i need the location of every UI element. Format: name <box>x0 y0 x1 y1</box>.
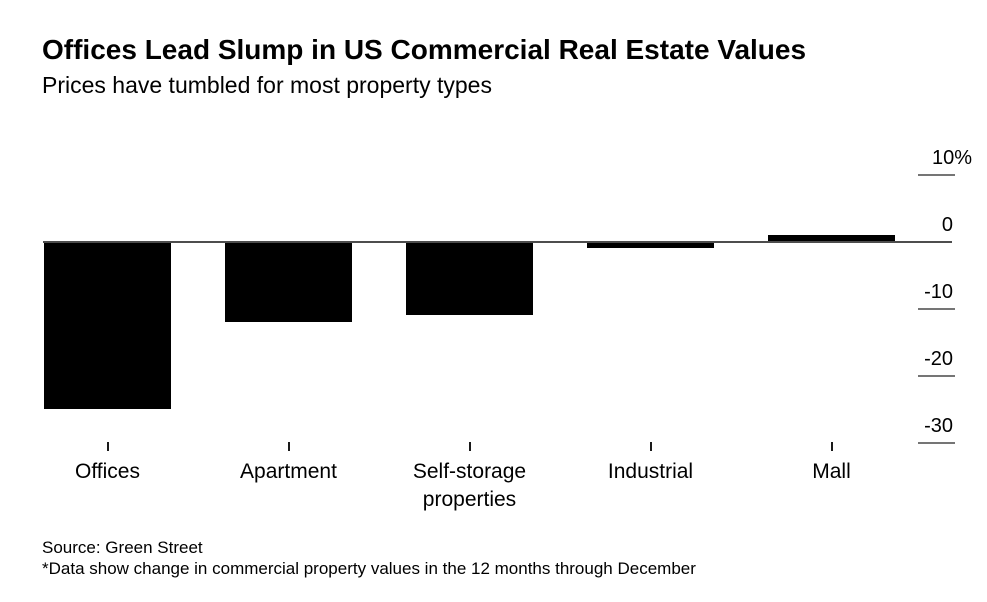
chart-subtitle: Prices have tumbled for most property ty… <box>42 72 492 98</box>
bar-industrial <box>587 241 714 249</box>
x-axis-tick-self-storage-properties <box>468 442 471 451</box>
source-note: Source: Green Street <box>42 538 203 557</box>
x-axis-tick-offices <box>106 442 109 451</box>
bar-self-storage-properties <box>406 241 533 316</box>
x-axis-tick-mall <box>830 442 833 451</box>
zero-baseline <box>43 240 952 243</box>
y-axis-tick--10 <box>918 307 955 310</box>
x-axis-label-industrial: Industrial <box>607 460 694 483</box>
y-axis-tick-10 <box>918 173 955 176</box>
y-axis-label-0: 0 <box>941 213 953 236</box>
chart-title: Offices Lead Slump in US Commercial Real… <box>42 34 807 65</box>
bar-mall <box>768 234 895 242</box>
bar-apartment <box>225 241 352 322</box>
x-axis-label-mall: Mall <box>812 460 851 483</box>
x-axis-tick-industrial <box>649 442 652 451</box>
y-axis-label-10: 10% <box>931 146 972 169</box>
y-axis-tick--30 <box>918 441 955 444</box>
x-axis-label-apartment: Apartment <box>240 460 337 483</box>
y-axis-label--30: -30 <box>924 414 953 437</box>
x-axis-label-offices: Offices <box>75 460 140 483</box>
x-axis-label-self-storage-properties: Self-storage properties <box>412 460 527 511</box>
x-axis-tick-apartment <box>287 442 290 451</box>
y-axis-label--20: -20 <box>924 347 953 370</box>
footnote: *Data show change in commercial property… <box>42 559 696 578</box>
bar-offices <box>44 241 171 409</box>
y-axis-label--10: -10 <box>924 280 953 303</box>
y-axis-tick--20 <box>918 374 955 377</box>
